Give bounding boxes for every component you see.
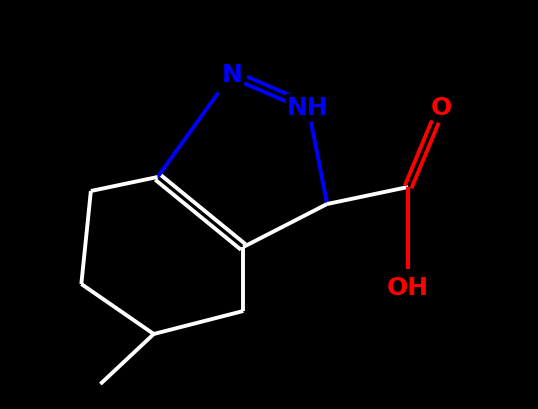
Text: OH: OH (387, 275, 429, 299)
Text: NH: NH (287, 96, 329, 120)
Text: O: O (431, 96, 452, 120)
Text: N: N (222, 63, 242, 87)
